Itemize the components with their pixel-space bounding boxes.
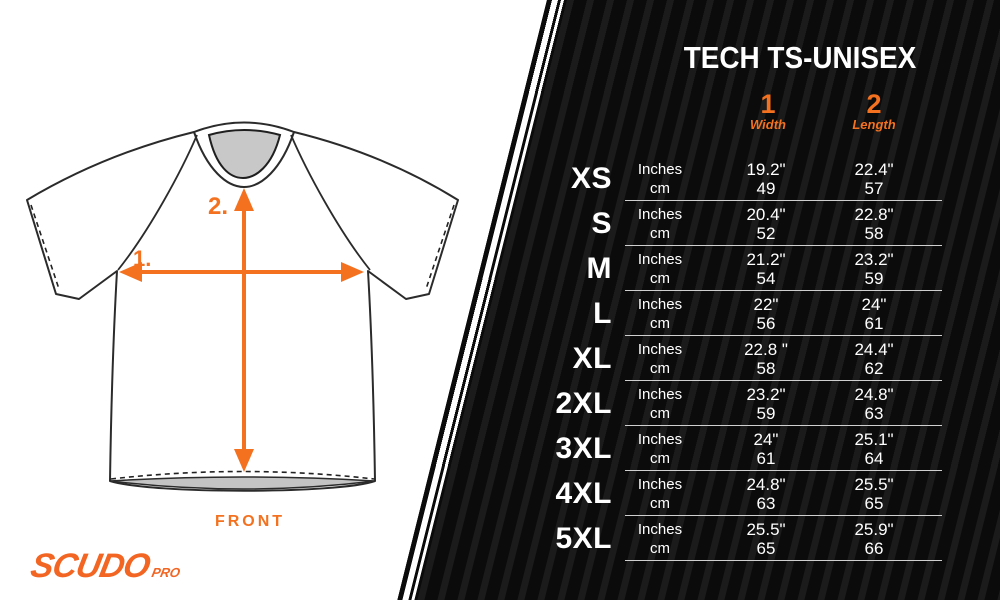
length-values: 24" 61 — [861, 294, 887, 333]
row-divider — [625, 560, 942, 561]
width-values: 23.2" 59 — [746, 384, 786, 423]
chart-title: TECH TS-UNISEX — [683, 40, 917, 75]
table-row-xs: XS Inches cm 19.2" 49 22.4" 57 — [540, 156, 942, 201]
row-divider — [625, 200, 942, 201]
width-values: 24" 61 — [753, 429, 779, 468]
length-values: 22.8" 58 — [854, 204, 894, 243]
hem-fill — [109, 476, 376, 490]
unit-labels: Inches cm — [637, 430, 683, 467]
unit-labels: Inches cm — [637, 205, 683, 242]
size-label: M — [586, 251, 612, 285]
cuff-stitch-right — [425, 204, 455, 290]
width-values: 22" 56 — [753, 294, 779, 333]
collar-band-line — [193, 131, 295, 189]
table-row-4xl: 4XL Inches cm 24.8" 63 25.5" 65 — [540, 471, 942, 516]
size-label: 4XL — [555, 476, 612, 510]
column-header-length: 2 Length — [824, 89, 924, 133]
size-label: XS — [570, 161, 612, 195]
cuff-stitch-left — [30, 204, 60, 290]
row-divider — [625, 470, 942, 471]
row-divider — [625, 425, 942, 426]
column-label-width: Width — [750, 117, 786, 132]
size-label: S — [591, 206, 612, 240]
length-values: 25.9" 66 — [854, 519, 894, 558]
row-divider — [625, 380, 942, 381]
length-values: 25.1" 64 — [854, 429, 894, 468]
length-values: 24.8" 63 — [854, 384, 894, 423]
table-row-s: S Inches cm 20.4" 52 22.8" 58 — [540, 201, 942, 246]
table-row-3xl: 3XL Inches cm 24" 61 25.1" 64 — [540, 426, 942, 471]
width-values: 21.2" 54 — [746, 249, 786, 288]
width-values: 25.5" 65 — [746, 519, 786, 558]
row-divider — [625, 290, 942, 291]
length-arrow — [234, 188, 254, 472]
length-values: 22.4" 57 — [854, 159, 894, 198]
table-row-l: L Inches cm 22" 56 24" 61 — [540, 291, 942, 336]
size-label: 2XL — [555, 386, 612, 420]
unit-labels: Inches cm — [637, 475, 683, 512]
size-label: L — [593, 296, 612, 330]
table-row-2xl: 2XL Inches cm 23.2" 59 24.8" 63 — [540, 381, 942, 426]
column-number-2: 2 — [866, 89, 882, 119]
length-values: 24.4" 62 — [854, 339, 894, 378]
neck-opening — [207, 129, 282, 180]
length-values: 23.2" 59 — [854, 249, 894, 288]
table-row-m: M Inches cm 21.2" 54 23.2" 59 — [540, 246, 942, 291]
arrow2-label: 2. — [208, 193, 228, 220]
size-label: XL — [572, 341, 612, 375]
unit-labels: Inches cm — [637, 520, 683, 557]
table-row-5xl: 5XL Inches cm 25.5" 65 25.9" 66 — [540, 516, 942, 561]
unit-labels: Inches cm — [637, 250, 683, 287]
column-label-length: Length — [852, 117, 896, 132]
unit-labels: Inches cm — [637, 295, 683, 332]
column-number-1: 1 — [760, 89, 776, 119]
shirt-diagram: 1. 2. FRONT — [26, 121, 459, 530]
width-values: 22.8 " 58 — [744, 339, 788, 378]
unit-labels: Inches cm — [637, 160, 683, 197]
unit-labels: Inches cm — [637, 385, 683, 422]
row-divider — [625, 245, 942, 246]
size-table: XS Inches cm 19.2" 49 22.4" 57 S In — [540, 156, 942, 561]
width-values: 24.8" 63 — [746, 474, 786, 513]
arrow1-label: 1. — [133, 246, 151, 271]
size-label: 3XL — [555, 431, 612, 465]
length-values: 25.5" 65 — [854, 474, 894, 513]
front-label: FRONT — [215, 513, 285, 530]
unit-labels: Inches cm — [637, 340, 683, 377]
hem-stitch — [110, 470, 375, 480]
raglan-seam-left — [117, 134, 198, 271]
width-values: 20.4" 52 — [746, 204, 786, 243]
row-divider — [625, 515, 942, 516]
column-header-width: 1 Width — [712, 89, 824, 133]
width-values: 19.2" 49 — [746, 159, 786, 198]
width-arrow — [119, 262, 364, 282]
table-row-xl: XL Inches cm 22.8 " 58 24.4" 62 — [540, 336, 942, 381]
size-label: 5XL — [555, 521, 612, 555]
row-divider — [625, 335, 942, 336]
raglan-seam-right — [290, 134, 371, 271]
